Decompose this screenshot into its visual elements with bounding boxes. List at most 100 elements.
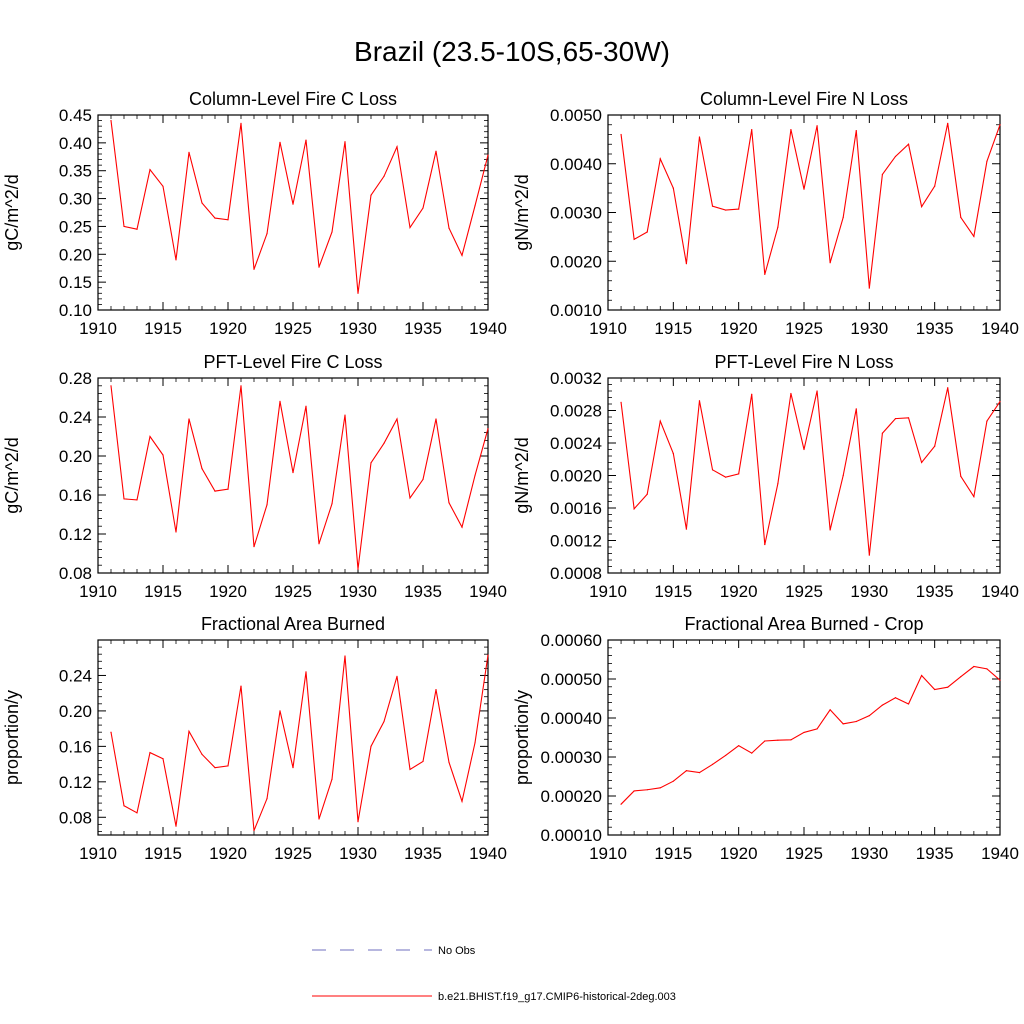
plot-frame (97, 377, 489, 574)
data-point (685, 528, 688, 530)
data-point (711, 469, 714, 471)
data-point (973, 665, 975, 668)
data-point (907, 703, 910, 705)
data-point (725, 754, 727, 757)
data-point (921, 461, 923, 464)
data-point (947, 387, 949, 389)
y-tick-label: 0.10 (59, 301, 92, 320)
panel-3: 1910 1915 1920 1925 1930 1935 1940 0.08 0.12 0.16… (2, 352, 507, 601)
x-tick-label: 1920 (720, 319, 758, 338)
data-point (331, 503, 333, 505)
data-point (790, 129, 792, 131)
data-point (934, 185, 936, 187)
y-tick-label: 0.25 (59, 217, 92, 236)
data-point (764, 273, 766, 276)
data-point (357, 568, 359, 570)
data-point (344, 414, 346, 416)
data-point (803, 448, 805, 451)
data-point (292, 203, 294, 205)
data-point (947, 122, 949, 124)
data-point (620, 133, 622, 136)
data-point (123, 805, 125, 807)
data-point (973, 496, 975, 498)
data-point (435, 689, 437, 691)
data-point (947, 686, 949, 688)
data-point (461, 800, 463, 802)
data-point (279, 710, 281, 712)
data-point (422, 207, 424, 209)
legend: No Obs b.e21.BHIST.f19_g17.CMIP6-historic… (312, 945, 676, 1003)
x-tick-label: 1940 (469, 844, 507, 863)
data-point (738, 745, 740, 747)
data-point (487, 428, 489, 430)
data-point (633, 508, 635, 510)
data-point (829, 262, 831, 264)
y-axis-label: gC/m^2/d (2, 174, 22, 250)
data-point (894, 418, 897, 420)
x-tick-label: 1935 (404, 844, 442, 863)
x-tick-label: 1925 (274, 319, 312, 338)
data-point (907, 417, 910, 419)
data-point (934, 445, 936, 447)
data-point (448, 502, 450, 504)
data-point (868, 287, 870, 289)
data-point (110, 119, 112, 122)
x-tick-label: 1915 (144, 582, 182, 601)
data-point (331, 231, 333, 233)
data-point (672, 187, 674, 189)
x-tick-label: 1925 (785, 844, 823, 863)
y-tick-label: 0.20 (59, 447, 92, 466)
x-tick-label: 1915 (654, 319, 692, 338)
data-point (698, 136, 701, 138)
data-point (986, 160, 988, 162)
data-point (227, 219, 229, 221)
data-point (331, 778, 333, 780)
x-tick-label: 1930 (850, 844, 888, 863)
data-point (448, 761, 450, 763)
data-point (461, 526, 463, 528)
data-point (162, 185, 164, 187)
data-point (214, 217, 216, 219)
panel-6: 1910 1915 1920 1925 1930 1935 1940 0.00010 0.000… (512, 614, 1019, 863)
data-point (738, 208, 740, 210)
data-point (240, 385, 242, 387)
data-point (474, 474, 476, 477)
data-point (646, 231, 648, 233)
data-point (960, 676, 962, 678)
data-point (136, 228, 138, 230)
data-point (305, 671, 307, 673)
data-point (370, 745, 372, 747)
data-point (123, 498, 125, 500)
data-point (266, 798, 268, 800)
data-point (711, 763, 714, 766)
data-point (279, 400, 281, 402)
x-tick-label: 1910 (589, 319, 627, 338)
data-point (227, 765, 229, 767)
data-point (751, 393, 753, 395)
series-line (110, 385, 489, 570)
data-point (803, 731, 805, 734)
y-tick-label: 0.08 (59, 808, 92, 827)
data-point (357, 292, 359, 294)
data-point (370, 462, 372, 464)
data-point (829, 709, 831, 711)
data-point (266, 233, 268, 235)
data-point (305, 139, 307, 141)
y-tick-label: 0.12 (59, 525, 92, 544)
legend-label: b.e21.BHIST.f19_g17.CMIP6-historical-2de… (438, 991, 676, 1003)
data-point (396, 146, 398, 148)
data-point (698, 400, 701, 402)
panel-title: PFT-Level Fire C Loss (203, 352, 382, 372)
x-tick-label: 1915 (654, 844, 692, 863)
data-point (409, 226, 411, 229)
data-point (110, 731, 112, 733)
data-point (461, 254, 463, 256)
series-line (110, 120, 489, 294)
x-tick-label: 1930 (339, 844, 377, 863)
data-point (253, 829, 255, 832)
data-point (318, 543, 320, 545)
y-tick-label: 0.0016 (550, 499, 602, 518)
data-point (764, 543, 766, 546)
y-tick-label: 0.0032 (550, 369, 602, 388)
plot-frame (97, 639, 489, 836)
